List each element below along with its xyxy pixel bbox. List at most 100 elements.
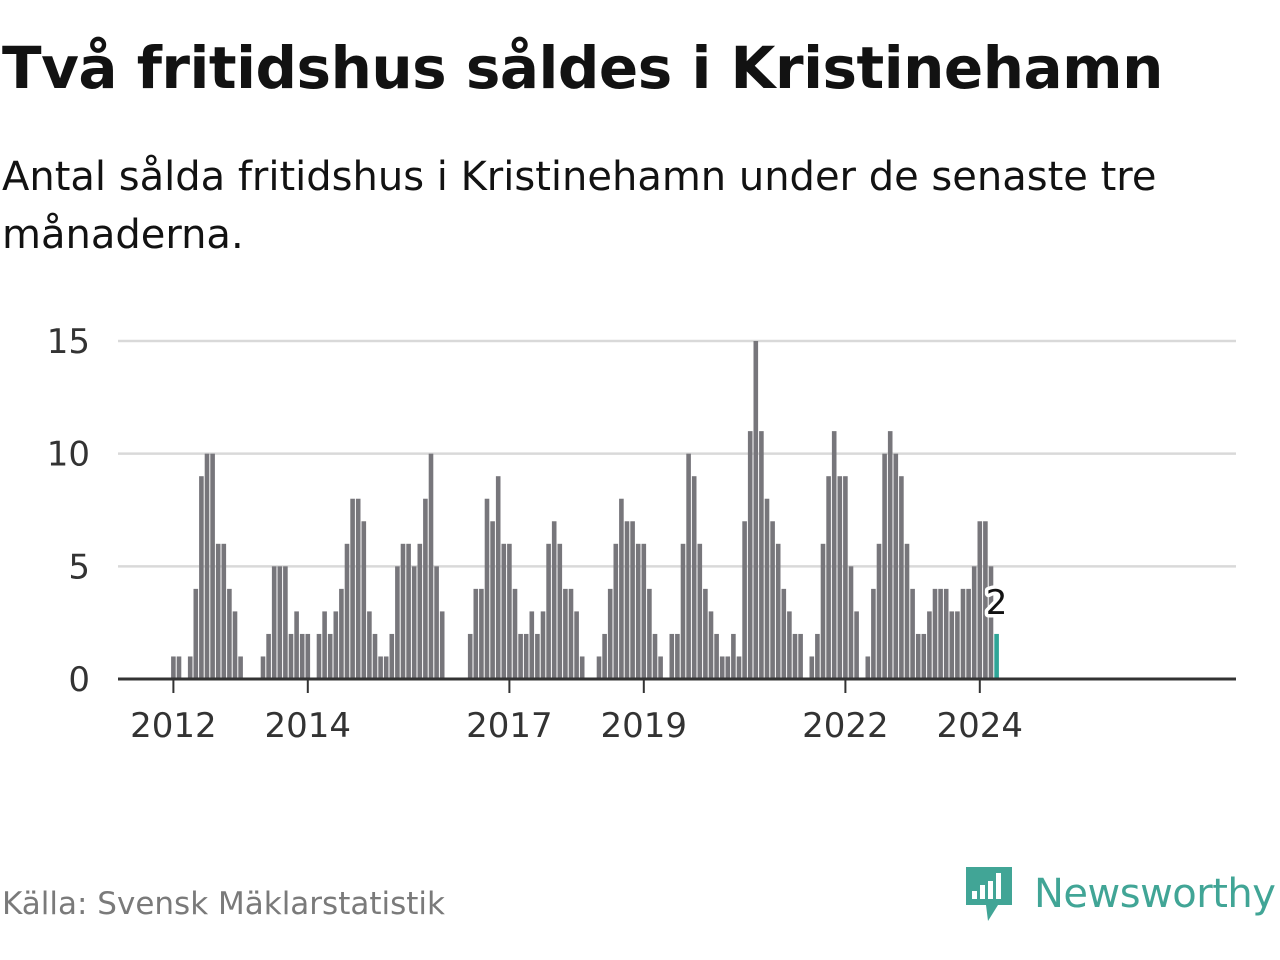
- bar: [602, 633, 607, 679]
- brand-logo[interactable]: Newsworthy: [964, 862, 1276, 926]
- bar: [367, 611, 372, 679]
- bar: [501, 543, 507, 679]
- gridlines: [118, 339, 1236, 568]
- bar: [518, 633, 523, 679]
- bar: [277, 566, 283, 679]
- bar: [697, 543, 703, 679]
- bar: [294, 611, 299, 679]
- bar: [171, 656, 176, 679]
- bar: [770, 521, 775, 679]
- bar: [187, 656, 193, 679]
- source-note: Källa: Svensk Mäklarstatistik: [2, 886, 445, 922]
- bar: [876, 543, 882, 679]
- bar: [400, 543, 406, 679]
- bar: [887, 431, 893, 679]
- bar: [473, 588, 479, 679]
- y-axis-ticks: 0 5 10 15: [47, 322, 90, 700]
- y-tick-label-0: 0: [68, 660, 90, 700]
- bar: [238, 656, 243, 679]
- bar: [210, 453, 215, 679]
- bar: [467, 633, 473, 679]
- bar: [988, 566, 994, 679]
- bar: [971, 566, 977, 679]
- bar: [557, 543, 563, 679]
- bar: [479, 588, 484, 679]
- bar-latest: [994, 633, 999, 679]
- bar: [932, 588, 938, 679]
- bar: [495, 476, 501, 679]
- bar: [871, 588, 876, 679]
- bar: [540, 611, 546, 679]
- bar: [563, 588, 568, 679]
- bar: [299, 633, 305, 679]
- bar: [383, 656, 389, 679]
- chart-title: Två fritidshus såldes i Kristinehamn: [2, 34, 1163, 102]
- bar: [787, 611, 792, 679]
- bar: [904, 543, 910, 679]
- bar: [848, 566, 854, 679]
- bar: [372, 633, 378, 679]
- bar: [669, 633, 675, 679]
- brand-name: Newsworthy: [1034, 871, 1276, 917]
- bar: [714, 633, 719, 679]
- bar: [641, 543, 647, 679]
- bar: [546, 543, 551, 679]
- bar: [266, 633, 271, 679]
- bar: [938, 588, 943, 679]
- bar: [361, 521, 367, 679]
- bar: [339, 588, 344, 679]
- last-value-label: 2: [986, 583, 1008, 623]
- bar: [742, 521, 747, 679]
- bar: [943, 588, 949, 679]
- bar: [417, 543, 423, 679]
- bar: [193, 588, 199, 679]
- bar: [675, 633, 680, 679]
- bar: [411, 566, 417, 679]
- bar: [551, 521, 557, 679]
- bar: [288, 633, 294, 679]
- bar: [798, 633, 803, 679]
- bar: [613, 543, 619, 679]
- bar: [579, 656, 585, 679]
- bar: [703, 588, 708, 679]
- bar: [305, 633, 311, 679]
- bar: [624, 521, 630, 679]
- bar: [736, 656, 742, 679]
- bar: [983, 521, 988, 679]
- x-tick-label-2022: 2022: [802, 706, 889, 746]
- bar: [607, 588, 613, 679]
- newsworthy-logo-icon: [966, 867, 1012, 921]
- bar: [708, 611, 714, 679]
- bar: [899, 476, 904, 679]
- bar: [759, 431, 764, 679]
- y-tick-label-15: 15: [47, 322, 90, 362]
- bar: [753, 341, 759, 679]
- bar: [635, 543, 641, 679]
- bar: [921, 633, 927, 679]
- bar: [378, 656, 383, 679]
- bar: [333, 611, 339, 679]
- bar: [260, 656, 266, 679]
- bar: [271, 566, 277, 679]
- bar: [619, 498, 624, 679]
- x-tick-label-2017: 2017: [466, 706, 553, 746]
- bar: [316, 633, 322, 679]
- bar: [568, 588, 574, 679]
- bar: [809, 656, 815, 679]
- bar: [434, 566, 439, 679]
- bar: [215, 543, 221, 679]
- bar: [882, 453, 887, 679]
- bar: [843, 476, 848, 679]
- bars: [171, 341, 999, 679]
- bar: [837, 476, 843, 679]
- bar: [596, 656, 602, 679]
- bar: [915, 633, 921, 679]
- bar: [647, 588, 652, 679]
- bar: [960, 588, 966, 679]
- bar: [327, 633, 333, 679]
- bar: [826, 476, 831, 679]
- y-tick-label-10: 10: [47, 435, 90, 475]
- bar: [731, 633, 736, 679]
- bar: [630, 521, 635, 679]
- bar: [395, 566, 400, 679]
